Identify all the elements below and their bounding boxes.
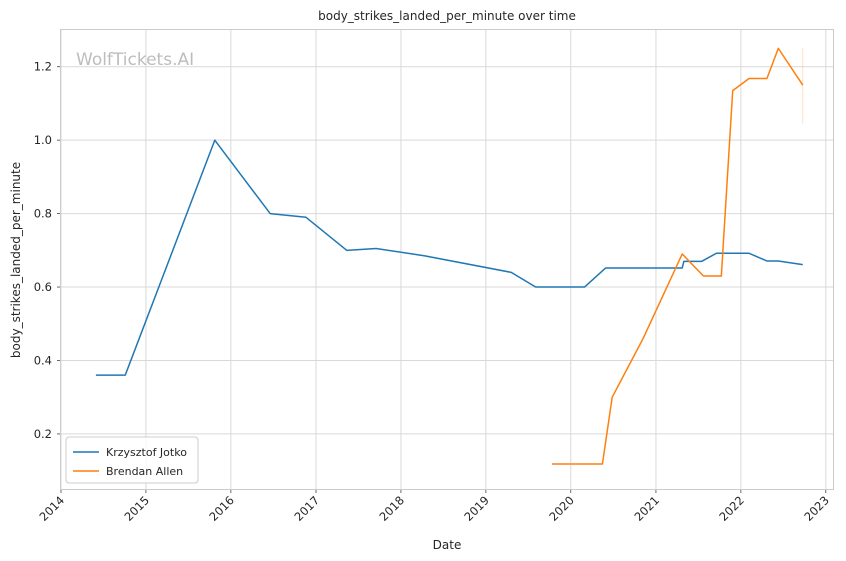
y-tick-labels: 0.2 0.4 0.6 0.8 1.0 1.2	[34, 60, 52, 441]
legend-label-krzysztof-jotko: Krzysztof Jotko	[106, 446, 187, 459]
chart-title: body_strikes_landed_per_minute over time	[318, 9, 576, 23]
legend: Krzysztof Jotko Brendan Allen	[65, 436, 199, 484]
y-tick-label: 1.2	[34, 60, 52, 74]
series-lines	[95, 47, 804, 465]
y-tick-label: 0.8	[34, 207, 52, 221]
y-tick-label: 1.0	[34, 133, 52, 147]
y-tick-label: 0.2	[34, 427, 52, 441]
y-tick-label: 0.4	[34, 353, 52, 367]
y-axis-label: body_strikes_landed_per_minute	[9, 162, 23, 358]
y-tick-label: 0.6	[34, 280, 52, 294]
series-line-krzysztof-jotko	[95, 139, 803, 376]
watermark: WolfTickets.AI	[76, 50, 194, 70]
x-axis-label: Date	[433, 538, 462, 552]
grid	[57, 30, 833, 493]
legend-label-brendan-allen: Brendan Allen	[106, 465, 183, 478]
series-line-brendan-allen	[551, 47, 804, 465]
plot-frame	[60, 29, 834, 490]
